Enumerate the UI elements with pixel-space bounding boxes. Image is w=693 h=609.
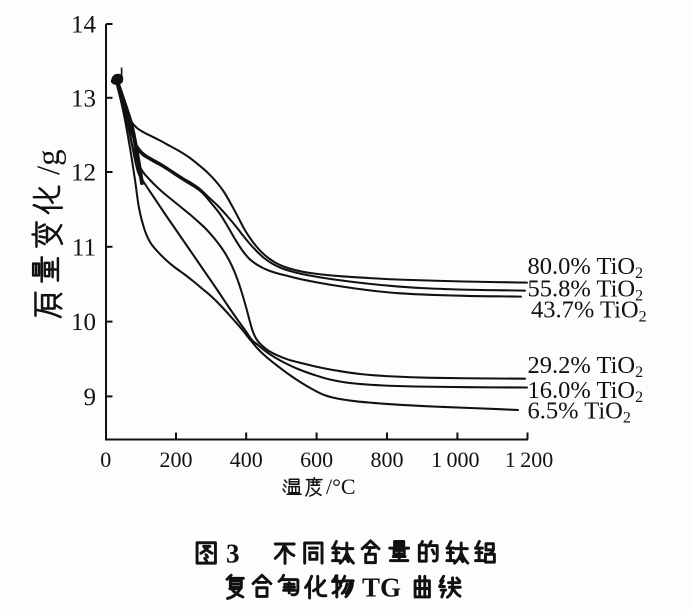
svg-text:200: 200 xyxy=(160,447,193,472)
svg-text:16.0% TiO2: 16.0% TiO2 xyxy=(528,377,644,406)
svg-text:800: 800 xyxy=(371,447,404,472)
svg-text:0: 0 xyxy=(100,447,111,472)
svg-text:80.0% TiO2: 80.0% TiO2 xyxy=(528,253,644,282)
svg-text:12: 12 xyxy=(71,160,96,187)
svg-text:9: 9 xyxy=(84,384,97,411)
svg-text:55.8% TiO2: 55.8% TiO2 xyxy=(528,276,644,305)
svg-text:TG: TG xyxy=(362,573,401,603)
svg-text:14: 14 xyxy=(71,12,97,39)
svg-text:43.7% TiO2: 43.7% TiO2 xyxy=(531,297,647,326)
svg-text:29.2% TiO2: 29.2% TiO2 xyxy=(528,352,644,381)
svg-text:11: 11 xyxy=(72,234,96,261)
svg-text:10: 10 xyxy=(71,309,96,336)
svg-text:/g: /g xyxy=(31,149,67,175)
svg-text:400: 400 xyxy=(230,447,263,472)
svg-text:6.5% TiO2: 6.5% TiO2 xyxy=(528,398,631,427)
svg-text:1 000: 1 000 xyxy=(431,447,479,472)
svg-text:/°C: /°C xyxy=(326,474,356,499)
svg-text:600: 600 xyxy=(300,447,333,472)
svg-text:1 200: 1 200 xyxy=(505,447,553,472)
svg-text:3: 3 xyxy=(226,539,240,569)
svg-text:13: 13 xyxy=(71,85,96,112)
